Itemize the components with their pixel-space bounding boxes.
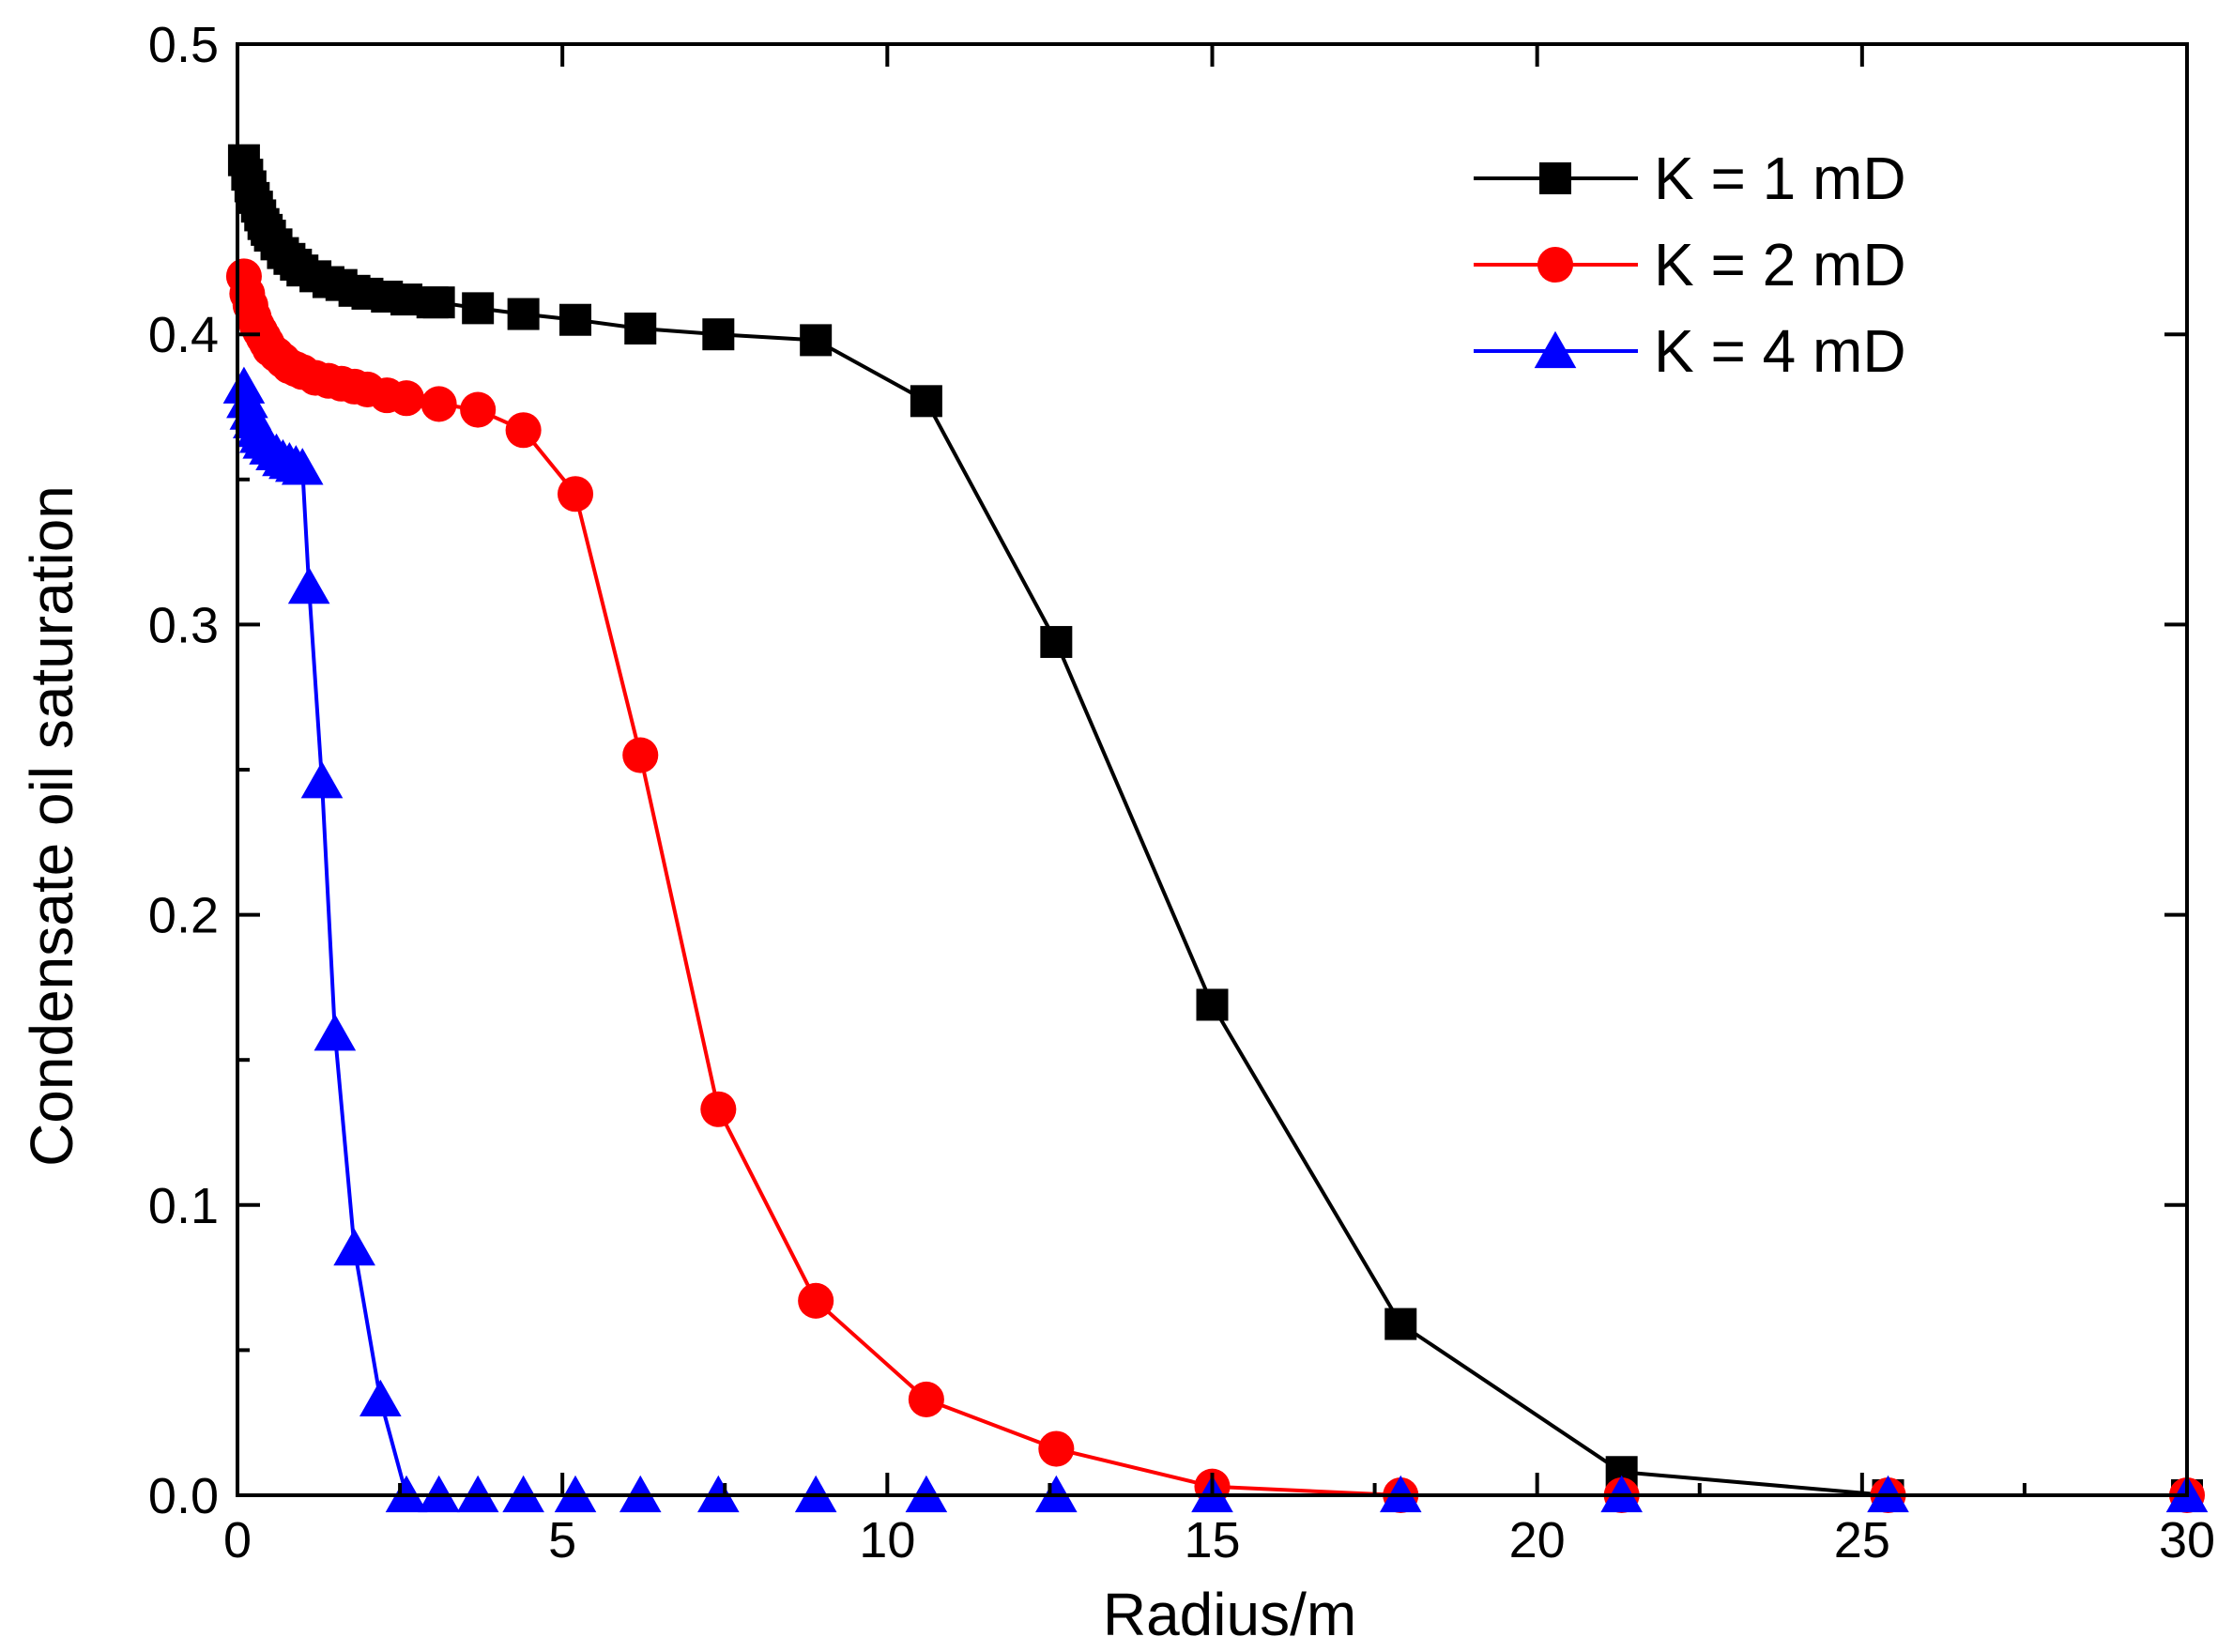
y-tick-label: 0.2: [148, 888, 219, 944]
series-3-point: [359, 1379, 402, 1417]
series-2-point: [908, 1381, 944, 1418]
x-tick-label: 30: [2159, 1512, 2215, 1568]
axes-layer: 0 5 10 15 20 25 30 0.0 0.1 0.2 0.3 0.4 0.5: [148, 17, 2215, 1568]
x-tick-label: 0: [223, 1512, 252, 1568]
legend-label: K = 1 mD: [1654, 145, 1906, 212]
series-3-point: [281, 448, 324, 485]
x-axis-title: Radius/m: [1103, 1581, 1356, 1648]
series-2-point: [700, 1091, 737, 1127]
legend-marker: [1539, 162, 1571, 194]
series-2-point: [421, 386, 457, 422]
series-1-point: [462, 292, 495, 325]
series-3-point: [287, 566, 330, 604]
series-3-point: [300, 761, 344, 799]
x-tick-label: 15: [1184, 1512, 1240, 1568]
series-1-point: [910, 385, 942, 418]
series-1: [227, 144, 2203, 1511]
series-2-point: [505, 412, 542, 449]
series-2-point: [1038, 1430, 1075, 1467]
series-2-point: [388, 380, 425, 417]
legend-marker: [1537, 246, 1574, 283]
series-3-point: [314, 1014, 357, 1051]
legend-item-2: K = 2 mD: [1474, 231, 1906, 298]
series-2-point: [460, 391, 497, 428]
y-tick-label: 0.0: [148, 1468, 219, 1524]
series-2: [225, 258, 2206, 1514]
series-1-point: [422, 286, 455, 319]
legend-item-1: K = 1 mD: [1474, 145, 1906, 212]
series-1-point: [1040, 625, 1073, 658]
series-1-point: [1196, 988, 1229, 1021]
x-tick-label: 10: [859, 1512, 915, 1568]
series-1-point: [1384, 1308, 1417, 1340]
series-1-point: [559, 303, 592, 336]
legend-label: K = 2 mD: [1654, 231, 1906, 298]
legend-label: K = 4 mD: [1654, 317, 1906, 385]
x-tick-label: 25: [1834, 1512, 1890, 1568]
y-tick-label: 0.5: [148, 17, 219, 73]
series-3-point: [333, 1228, 375, 1266]
y-tick-label: 0.1: [148, 1178, 219, 1234]
x-tick-label: 20: [1509, 1512, 1566, 1568]
legend-item-3: K = 4 mD: [1474, 317, 1906, 385]
series-2-point: [798, 1282, 834, 1319]
series-1-point: [624, 313, 657, 345]
series-2-point: [622, 737, 659, 773]
series-1-point: [507, 298, 540, 330]
series-2-point: [557, 476, 594, 512]
y-axis-title: Condensate oil saturation: [18, 485, 85, 1167]
x-tick-label: 5: [548, 1512, 576, 1568]
y-tick-label: 0.3: [148, 597, 219, 653]
legend-marker: [1534, 330, 1577, 369]
series-1-point: [702, 318, 735, 351]
series-1-point: [800, 324, 833, 357]
legend: K = 1 mD K = 2 mD K = 4 mD: [1474, 145, 1906, 385]
y-tick-label: 0.4: [148, 307, 219, 363]
